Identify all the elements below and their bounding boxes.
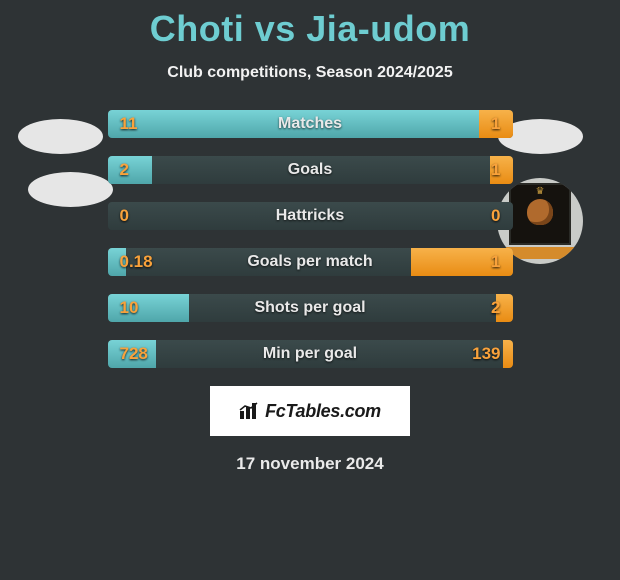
stat-fill-right: [411, 248, 512, 276]
stat-fill-left: [108, 156, 153, 184]
attribution-text: FcTables.com: [265, 401, 381, 422]
stat-row: 728139Min per goal: [108, 340, 513, 368]
stat-fill-right: [479, 110, 513, 138]
player-left-avatar-1: [18, 119, 103, 154]
stat-row: 0.181Goals per match: [108, 248, 513, 276]
stat-fill-right: [503, 340, 512, 368]
crown-icon: ♛: [536, 187, 545, 197]
date-footer: 17 november 2024: [0, 454, 620, 474]
stat-fill-left: [108, 110, 479, 138]
stat-track: [108, 202, 513, 230]
player-left-avatar-2: [28, 172, 113, 207]
stat-row: 102Shots per goal: [108, 294, 513, 322]
stat-fill-left: [108, 248, 126, 276]
attribution-badge: FcTables.com: [210, 386, 410, 436]
chart-icon: [239, 402, 261, 420]
stat-row: 00Hattricks: [108, 202, 513, 230]
stat-track: [108, 340, 513, 368]
stat-row: 111Matches: [108, 110, 513, 138]
stat-fill-right: [496, 294, 512, 322]
subtitle: Club competitions, Season 2024/2025: [0, 64, 620, 82]
comparison-stage: ♛ 111Matches 21Goals 00Hattricks 0.181Goals…: [0, 110, 620, 368]
club-badge-shield: ♛: [509, 183, 571, 245]
stat-fill-left: [108, 294, 189, 322]
stat-fill-left: [108, 340, 157, 368]
stat-track: [108, 156, 513, 184]
stat-fill-right: [490, 156, 512, 184]
stat-bars: 111Matches 21Goals 00Hattricks 0.181Goals p…: [108, 110, 513, 368]
page-title: Choti vs Jia-udom: [0, 0, 620, 50]
lion-icon: [527, 199, 553, 225]
stat-row: 21Goals: [108, 156, 513, 184]
